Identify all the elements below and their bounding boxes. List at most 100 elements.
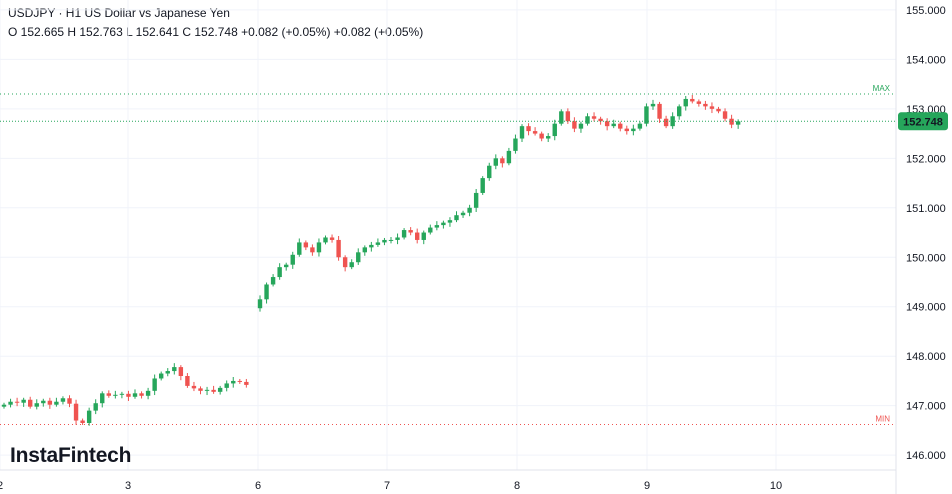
- candle-body: [428, 227, 433, 233]
- y-tick-label: 150.000: [906, 252, 946, 264]
- candle-body: [388, 239, 394, 241]
- candle-body: [349, 262, 354, 268]
- candle-body: [434, 225, 440, 228]
- candle-body: [683, 98, 688, 107]
- candle-body: [21, 399, 26, 403]
- y-tick-label: 152.000: [906, 153, 946, 165]
- candle-body: [513, 138, 518, 151]
- candle-body: [703, 103, 708, 107]
- candle-body: [526, 126, 531, 132]
- candle-body: [506, 150, 512, 164]
- candle-body: [598, 118, 603, 122]
- candle-body: [73, 403, 79, 421]
- candle-body: [323, 237, 328, 243]
- candle-body: [1, 404, 7, 407]
- candle-body: [487, 165, 492, 179]
- candle-body: [41, 400, 46, 404]
- y-tick-label: 147.000: [906, 401, 946, 413]
- y-tick-label: 155.000: [906, 5, 946, 17]
- candle-body: [139, 393, 144, 396]
- candle-body: [172, 367, 177, 372]
- candle-body: [618, 123, 623, 129]
- candle-body: [716, 108, 721, 112]
- candle-body: [86, 410, 92, 423]
- candle-body: [375, 242, 381, 245]
- candle-body: [493, 158, 498, 166]
- candle-body: [447, 220, 453, 223]
- candle-body: [395, 237, 400, 240]
- candle-body: [611, 123, 616, 127]
- y-tick-label: 151.000: [906, 203, 946, 215]
- candle-body: [519, 126, 525, 139]
- candle-body: [696, 101, 702, 104]
- candle-body: [421, 232, 426, 240]
- candle-body: [297, 242, 302, 255]
- candle-body: [47, 400, 53, 405]
- candle-body: [244, 381, 249, 385]
- candle-body: [565, 111, 571, 122]
- candle-body: [539, 133, 544, 139]
- candle-body: [722, 111, 728, 119]
- candle-body: [54, 401, 59, 405]
- candle-body: [460, 212, 466, 216]
- candle-body: [441, 222, 446, 226]
- candle-body: [650, 103, 656, 107]
- candle-body: [159, 373, 164, 379]
- last-price-tag: [898, 112, 948, 131]
- candle-body: [415, 232, 420, 240]
- candle-body: [480, 178, 485, 193]
- candle-body: [408, 230, 413, 233]
- candle-body: [585, 116, 590, 124]
- y-tick-label: 154.000: [906, 54, 946, 66]
- candle-body: [204, 389, 210, 391]
- candle-body: [591, 116, 597, 119]
- candle-body: [342, 257, 348, 268]
- candle-body: [185, 376, 190, 386]
- candle-body: [532, 131, 538, 134]
- candle-body: [217, 387, 223, 392]
- x-tick-label: 6: [255, 480, 261, 492]
- candle-body: [310, 247, 315, 253]
- last-price-label: 152.748: [903, 116, 943, 128]
- candle-body: [277, 267, 282, 278]
- candle-body: [604, 121, 610, 127]
- candle-body: [624, 128, 629, 132]
- candle-body: [677, 106, 682, 117]
- y-tick-label: 148.000: [906, 351, 946, 363]
- candle-body: [8, 401, 13, 405]
- y-tick-label: 146.000: [906, 450, 946, 462]
- candle-body: [14, 401, 20, 403]
- candle-body: [735, 121, 741, 125]
- candle-body: [336, 239, 341, 258]
- max-label: MAX: [873, 84, 891, 93]
- candle-body: [126, 393, 131, 397]
- candle-body: [60, 398, 66, 402]
- candle-body: [382, 239, 387, 243]
- candle-body: [290, 254, 295, 265]
- candle-body: [362, 247, 367, 253]
- candle-body: [100, 393, 105, 404]
- candle-body: [237, 380, 242, 382]
- candle-body: [264, 284, 269, 300]
- candle-body: [224, 383, 229, 388]
- candle-body: [132, 393, 138, 397]
- candle-body: [467, 207, 472, 213]
- min-label: MIN: [875, 414, 890, 423]
- candle-body: [152, 378, 157, 391]
- y-tick-label: 149.000: [906, 302, 946, 314]
- candle-body: [709, 106, 715, 109]
- candle-body: [369, 244, 374, 248]
- candle-body: [552, 123, 557, 137]
- x-tick-label: 8: [514, 480, 520, 492]
- candle-body: [631, 128, 636, 132]
- candle-body: [284, 264, 289, 268]
- candle-body: [690, 98, 695, 102]
- candle-body: [80, 420, 85, 423]
- candle-body: [401, 230, 407, 238]
- candle-body: [165, 371, 170, 374]
- candle-body: [303, 242, 309, 248]
- candle-body: [657, 103, 662, 119]
- candle-body: [270, 277, 276, 285]
- candle-body: [28, 399, 33, 407]
